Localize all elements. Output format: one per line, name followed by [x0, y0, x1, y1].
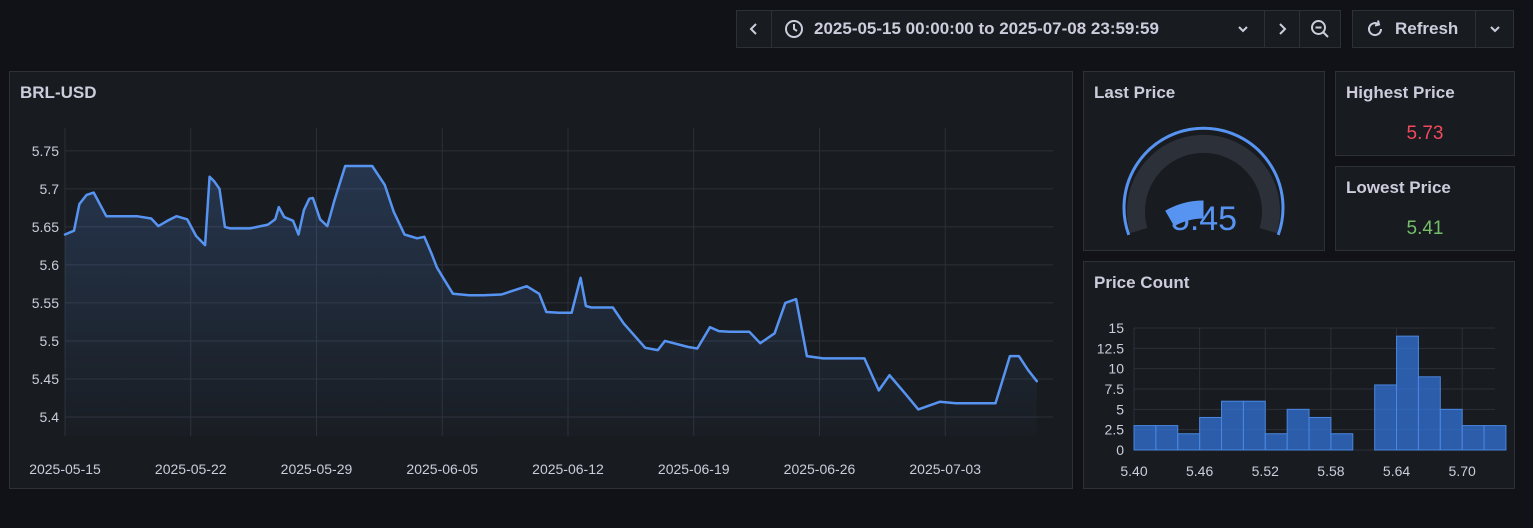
x-tick-label: 5.58 [1317, 463, 1344, 479]
clock-icon [785, 20, 803, 38]
panel-title[interactable]: Price Count [1094, 273, 1190, 292]
histogram-bar [1483, 425, 1507, 451]
histogram-bar [1264, 433, 1288, 451]
zoom-out-icon [1311, 20, 1329, 38]
y-tick-label: 15 [1108, 320, 1124, 336]
y-tick-label: 5.5 [40, 333, 60, 349]
x-tick-label: 5.64 [1383, 463, 1410, 479]
brl-usd-panel: BRL-USD 5.4 5.45 5.5 5.55 5.6 5.65 5.7 5.75 2025… [9, 71, 1073, 489]
y-tick-label: 2.5 [1105, 422, 1125, 438]
x-tick-label: 2025-06-26 [784, 461, 856, 477]
y-tick-label: 10 [1108, 361, 1124, 377]
y-tick-label: 5.45 [32, 371, 59, 387]
highest-price-panel: Highest Price 5.73 [1335, 71, 1515, 156]
x-tick-label: 5.70 [1449, 463, 1476, 479]
x-tick-label: 2025-06-19 [658, 461, 730, 477]
x-tick-label: 2025-06-05 [406, 461, 478, 477]
histogram-bar [1199, 416, 1223, 451]
chevron-right-icon [1279, 23, 1287, 35]
zoom-out-button[interactable] [1299, 10, 1341, 48]
time-range-label: 2025-05-15 00:00:00 to 2025-07-08 23:59:… [814, 19, 1159, 38]
chevron-left-icon [749, 23, 757, 35]
series-area [65, 166, 1037, 436]
y-tick-label: 5.55 [32, 295, 59, 311]
refresh-interval-dropdown[interactable] [1475, 10, 1514, 48]
x-tick-label: 2025-06-12 [532, 461, 604, 477]
x-tick-label: 2025-05-15 [29, 461, 101, 477]
x-tick-label: 5.52 [1252, 463, 1279, 479]
histogram-bar [1177, 433, 1201, 451]
x-tick-label: 2025-05-29 [281, 461, 353, 477]
panel-title[interactable]: BRL-USD [20, 83, 97, 102]
histogram-bar [1461, 425, 1485, 451]
panel-title[interactable]: Last Price [1094, 83, 1176, 102]
price-count-panel: Price Count 0 2.5 5 7.5 10 12.5 15 5.40 5.46 5.52… [1083, 261, 1515, 489]
histogram-bar [1374, 384, 1398, 451]
price-count-histogram[interactable]: 0 2.5 5 7.5 10 12.5 15 5.40 5.46 5.52 5.58 5.64 5.70 [1084, 262, 1514, 488]
panel-title[interactable]: Highest Price [1346, 83, 1455, 102]
chevron-down-icon [1489, 26, 1500, 33]
histogram-bar [1330, 433, 1354, 451]
y-tick-label: 12.5 [1097, 340, 1124, 356]
histogram-bar [1417, 376, 1441, 451]
refresh-icon [1368, 20, 1383, 37]
last-price-gauge: 5.45 [1122, 126, 1285, 238]
histogram-bar [1396, 335, 1419, 451]
y-tick-label: 5.4 [40, 409, 60, 425]
time-range-picker[interactable]: 2025-05-15 00:00:00 to 2025-07-08 23:59:… [771, 10, 1265, 48]
histogram-bar [1221, 400, 1244, 451]
histogram-bar [1242, 400, 1266, 451]
histogram-bar [1308, 416, 1332, 451]
series-line [63, 164, 1039, 411]
time-range-forward-button[interactable] [1264, 10, 1300, 48]
highest-price-value: 5.73 [1406, 123, 1444, 144]
x-tick-label: 5.46 [1186, 463, 1213, 479]
y-tick-label: 5.6 [40, 257, 60, 273]
gauge-track [1127, 134, 1280, 234]
histogram-bar [1133, 425, 1157, 451]
chevron-down-icon [1238, 26, 1248, 33]
histogram-bar [1286, 408, 1310, 451]
histogram-bar [1155, 425, 1179, 451]
y-tick-label: 0 [1116, 442, 1124, 458]
panel-title[interactable]: Lowest Price [1346, 178, 1451, 197]
refresh-button[interactable]: Refresh [1352, 10, 1476, 48]
x-tick-label: 2025-07-03 [909, 461, 981, 477]
refresh-label: Refresh [1395, 19, 1459, 38]
brl-usd-line-chart[interactable]: 5.4 5.45 5.5 5.55 5.6 5.65 5.7 5.75 2025-05-15 20… [10, 72, 1072, 488]
x-tick-label: 2025-05-22 [155, 461, 227, 477]
x-tick-label: 5.40 [1120, 463, 1147, 479]
gauge-value: 5.45 [1171, 200, 1237, 238]
y-tick-label: 5.7 [40, 181, 60, 197]
y-tick-label: 7.5 [1105, 381, 1125, 397]
lowest-price-value: 5.41 [1406, 218, 1444, 239]
y-tick-label: 5.65 [32, 219, 59, 235]
gauge-outer-arc [1122, 126, 1285, 236]
y-tick-label: 5.75 [32, 143, 59, 159]
time-range-back-button[interactable] [736, 10, 772, 48]
last-price-panel: Last Price 5.45 [1083, 71, 1325, 251]
histogram-bar [1439, 408, 1463, 451]
gauge-fill [1165, 200, 1204, 227]
lowest-price-panel: Lowest Price 5.41 [1335, 166, 1515, 251]
y-tick-label: 5 [1116, 401, 1124, 417]
